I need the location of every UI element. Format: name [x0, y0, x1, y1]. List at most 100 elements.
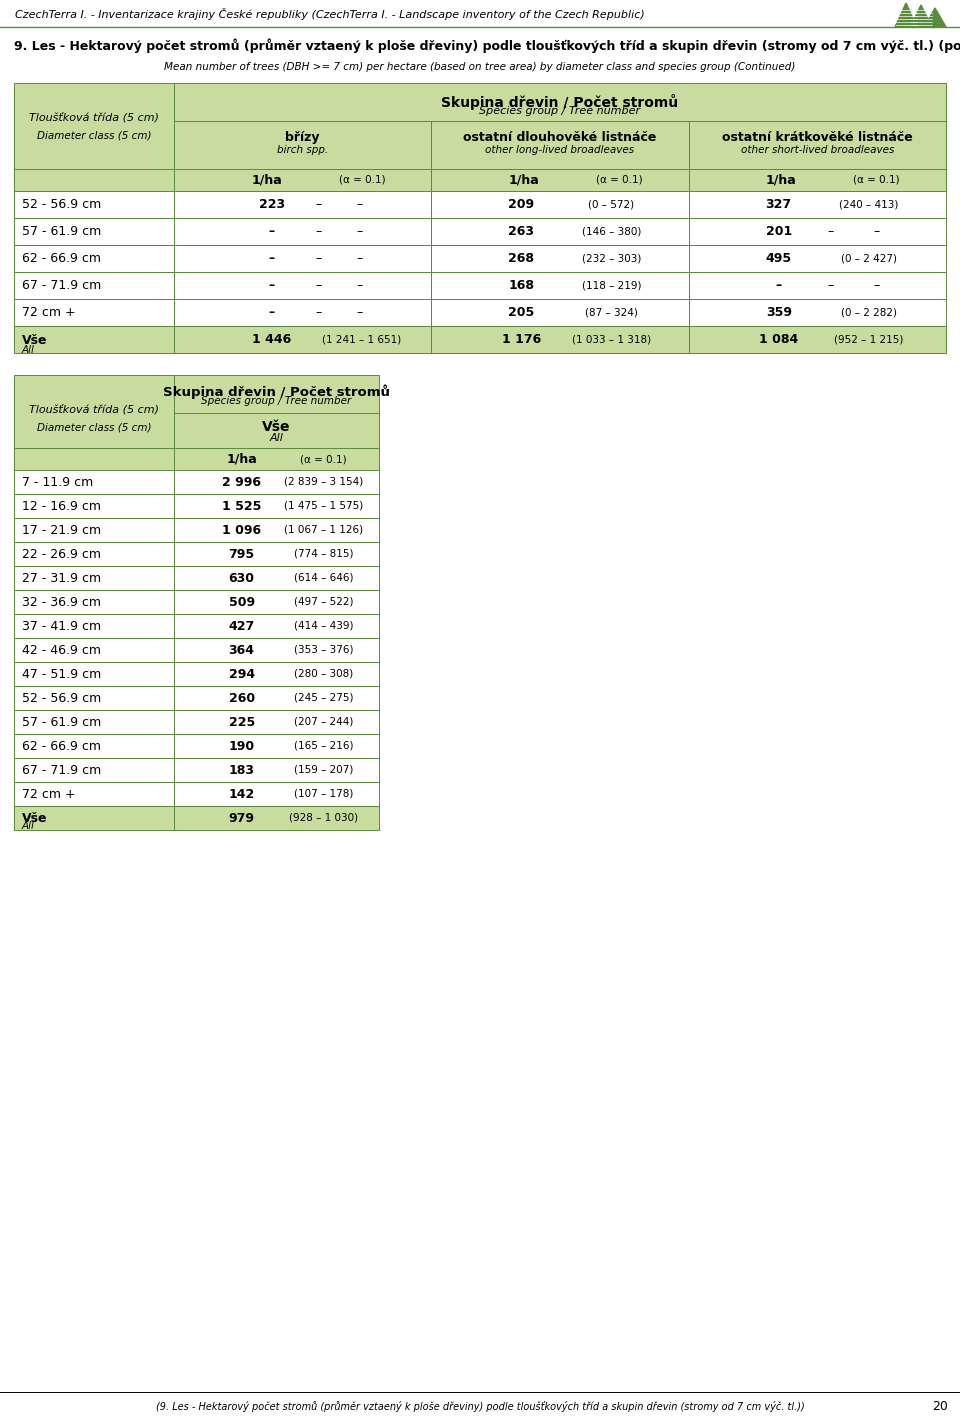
Text: (774 – 815): (774 – 815) — [294, 549, 353, 559]
Bar — [174, 245, 431, 272]
Bar — [431, 272, 688, 299]
Text: (159 – 207): (159 – 207) — [294, 765, 353, 775]
Text: Species group / Tree number: Species group / Tree number — [202, 395, 351, 407]
Text: 168: 168 — [509, 279, 535, 292]
Bar — [174, 82, 946, 121]
Bar — [174, 685, 379, 710]
Bar — [174, 566, 379, 590]
Text: 294: 294 — [228, 667, 254, 681]
Text: (α = 0.1): (α = 0.1) — [596, 175, 642, 185]
Text: 37 - 41.9 cm: 37 - 41.9 cm — [22, 620, 101, 633]
Text: 1 446: 1 446 — [252, 333, 292, 346]
Text: (0 – 2 427): (0 – 2 427) — [841, 253, 897, 263]
Text: 201: 201 — [766, 225, 792, 237]
Text: 62 - 66.9 cm: 62 - 66.9 cm — [22, 739, 101, 752]
Bar — [14, 518, 174, 542]
Bar — [174, 663, 379, 685]
Bar — [431, 299, 688, 326]
Text: 223: 223 — [259, 198, 285, 210]
Text: (2 839 – 3 154): (2 839 – 3 154) — [284, 476, 363, 486]
Text: (α = 0.1): (α = 0.1) — [853, 175, 900, 185]
Text: (1 241 – 1 651): (1 241 – 1 651) — [323, 334, 401, 344]
Bar — [14, 566, 174, 590]
Bar — [174, 218, 431, 245]
Text: (614 – 646): (614 – 646) — [294, 573, 353, 583]
Bar — [688, 299, 946, 326]
Text: 67 - 71.9 cm: 67 - 71.9 cm — [22, 279, 101, 292]
Text: 260: 260 — [228, 691, 254, 704]
Bar — [174, 326, 431, 353]
Text: All: All — [22, 820, 35, 830]
Bar — [174, 518, 379, 542]
Bar — [14, 590, 174, 614]
Text: 364: 364 — [228, 644, 254, 657]
Text: 795: 795 — [228, 547, 254, 560]
Text: –: – — [315, 198, 322, 210]
Bar — [174, 448, 379, 471]
Bar — [174, 542, 379, 566]
Text: 509: 509 — [228, 596, 254, 609]
Text: Vše: Vše — [22, 812, 47, 825]
Text: (87 – 324): (87 – 324) — [585, 307, 637, 317]
Text: (0 – 2 282): (0 – 2 282) — [841, 307, 897, 317]
Bar — [14, 734, 174, 758]
Text: 263: 263 — [509, 225, 535, 237]
Text: 32 - 36.9 cm: 32 - 36.9 cm — [22, 596, 101, 609]
Bar — [688, 121, 946, 169]
Bar — [174, 169, 431, 191]
Text: 57 - 61.9 cm: 57 - 61.9 cm — [22, 715, 101, 728]
Bar — [174, 471, 379, 493]
Polygon shape — [910, 6, 932, 27]
Text: 62 - 66.9 cm: 62 - 66.9 cm — [22, 252, 101, 264]
Text: (1 033 – 1 318): (1 033 – 1 318) — [572, 334, 651, 344]
Text: 7 - 11.9 cm: 7 - 11.9 cm — [22, 475, 93, 489]
Text: All: All — [22, 346, 35, 356]
Text: (118 – 219): (118 – 219) — [582, 280, 641, 290]
Text: (952 – 1 215): (952 – 1 215) — [834, 334, 903, 344]
Text: 495: 495 — [766, 252, 792, 264]
Text: 52 - 56.9 cm: 52 - 56.9 cm — [22, 691, 101, 704]
Text: 1 096: 1 096 — [222, 523, 261, 536]
Bar — [14, 685, 174, 710]
Text: 1/ha: 1/ha — [766, 173, 797, 186]
Text: Tloušťková třída (5 cm): Tloušťková třída (5 cm) — [29, 405, 159, 415]
Text: 9. Les - Hektarový počet stromů (průměr vztaený k ploše dřeviny) podle tloušťkov: 9. Les - Hektarový počet stromů (průměr … — [14, 38, 960, 53]
Text: –: – — [356, 279, 363, 292]
Text: (165 – 216): (165 – 216) — [294, 741, 353, 751]
Text: All: All — [270, 434, 283, 444]
Text: Vše: Vše — [22, 334, 47, 347]
Bar — [688, 245, 946, 272]
Text: birch spp.: birch spp. — [277, 145, 328, 155]
Text: 1/ha: 1/ha — [509, 173, 540, 186]
Bar — [174, 493, 379, 518]
Text: –: – — [356, 225, 363, 237]
Text: –: – — [828, 279, 833, 292]
Text: 20: 20 — [932, 1399, 948, 1412]
Text: 67 - 71.9 cm: 67 - 71.9 cm — [22, 764, 101, 776]
Text: 1/ha: 1/ha — [227, 452, 257, 465]
Text: ostatní krátkověké listnáče: ostatní krátkověké listnáče — [722, 131, 913, 144]
Text: –: – — [356, 198, 363, 210]
Text: 2 996: 2 996 — [222, 475, 261, 489]
Text: 209: 209 — [509, 198, 535, 210]
Bar — [14, 471, 174, 493]
Text: 1/ha: 1/ha — [252, 173, 282, 186]
Text: –: – — [315, 306, 322, 319]
Text: Skupina dřevin / Počet stromů: Skupina dřevin / Počet stromů — [442, 94, 679, 109]
Text: –: – — [874, 279, 879, 292]
Bar — [14, 218, 174, 245]
Text: 630: 630 — [228, 572, 254, 584]
Bar — [14, 638, 174, 663]
Bar — [688, 272, 946, 299]
Bar — [174, 782, 379, 806]
Text: (0 – 572): (0 – 572) — [588, 199, 635, 209]
Text: 12 - 16.9 cm: 12 - 16.9 cm — [22, 499, 101, 512]
Text: other long-lived broadleaves: other long-lived broadleaves — [486, 145, 635, 155]
Text: –: – — [315, 225, 322, 237]
Text: Diameter class (5 cm): Diameter class (5 cm) — [36, 422, 152, 432]
Bar — [431, 245, 688, 272]
Text: –: – — [776, 279, 781, 292]
Text: (9. Les - Hektarový počet stromů (průměr vztaený k ploše dřeviny) podle tloušťko: (9. Les - Hektarový počet stromů (průměr… — [156, 1401, 804, 1412]
Bar — [14, 614, 174, 638]
Bar — [14, 782, 174, 806]
